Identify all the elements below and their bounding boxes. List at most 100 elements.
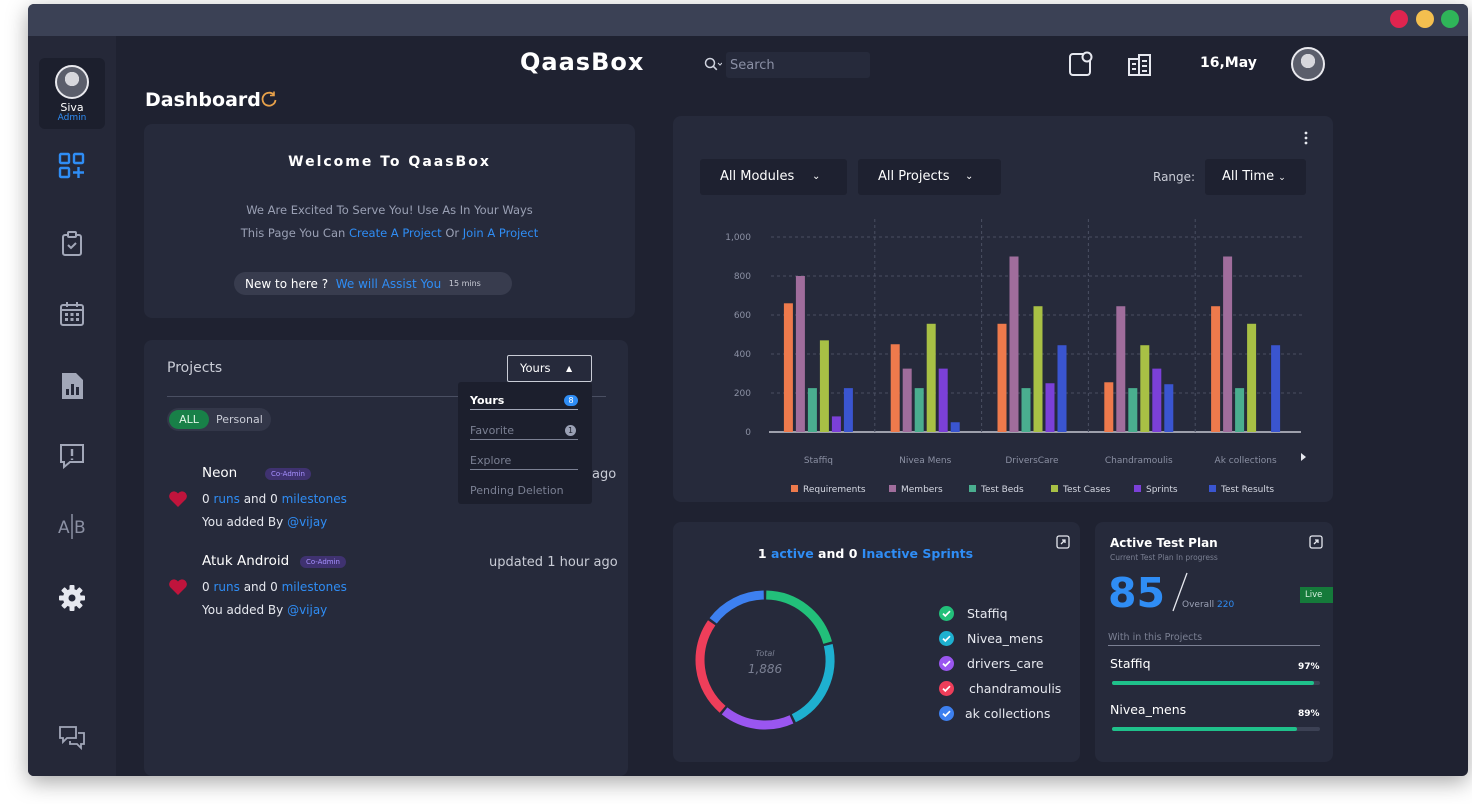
user-role: Admin (57, 113, 87, 123)
overall-stat: Overall 220 (1182, 600, 1234, 610)
bar-test-beds (1128, 388, 1138, 432)
sprints-panel: 1 active and 0 Inactive Sprints Total 1,… (673, 522, 1080, 762)
y-tick-label: 400 (734, 350, 751, 360)
stats-and: and (243, 492, 267, 506)
sprint-check-icon (939, 706, 954, 721)
active-sprints-link[interactable]: active (770, 546, 814, 561)
create-project-link[interactable]: Create A Project (348, 226, 442, 240)
notification-device-icon[interactable] (1068, 50, 1094, 78)
sprint-label: Staffiq (967, 606, 1008, 621)
chart-panel: All Modules ⌄ All Projects ⌄ Range: All … (673, 116, 1333, 502)
settings-gear-icon[interactable] (56, 582, 88, 614)
chevron-down-icon: ⌄ (1278, 173, 1286, 183)
favorite-heart-icon[interactable] (168, 490, 188, 508)
ab-test-icon[interactable]: A B (56, 510, 88, 542)
calendar-icon[interactable] (56, 298, 88, 330)
filter-personal-pill[interactable]: Personal (216, 413, 263, 426)
donut-total-label: Total (755, 649, 775, 658)
projects-dropdown-value: All Projects (878, 169, 950, 184)
legend-label: Test Beds (980, 485, 1024, 495)
y-tick-label: 800 (734, 272, 751, 282)
bar-test-beds (807, 388, 817, 432)
maximize-window-button[interactable] (1441, 10, 1459, 28)
search-input[interactable] (726, 52, 870, 78)
x-tick-label: Staffiq (804, 456, 833, 466)
app-logo: QaasBox (520, 48, 645, 76)
project-updated: ago (592, 467, 617, 482)
runs-link[interactable]: runs (213, 492, 240, 506)
legend-swatch (1051, 485, 1058, 492)
clipboard-icon[interactable] (56, 228, 88, 260)
join-project-link[interactable]: Join A Project (462, 226, 539, 240)
runs-link[interactable]: runs (213, 580, 240, 594)
project-name[interactable]: Atuk Android (202, 553, 290, 569)
y-tick-label: 600 (734, 311, 751, 321)
test-plan-divider (1108, 645, 1320, 646)
added-by-label: You added By (202, 603, 284, 617)
range-label: Range: (1153, 170, 1196, 184)
y-tick-label: 200 (734, 389, 751, 399)
assist-link[interactable]: We will Assist You (335, 277, 442, 291)
assist-banner[interactable]: New to here ? We will Assist You 15 mins (234, 272, 512, 295)
project-stats: 0 runs and 0 milestones (202, 492, 347, 506)
user-card[interactable]: Siva Admin (39, 58, 105, 129)
favorite-heart-icon[interactable] (168, 578, 188, 596)
menu-item-yours[interactable]: Yours 8 (470, 394, 578, 410)
legend-label: Requirements (803, 485, 866, 495)
dashboard-icon[interactable] (56, 150, 88, 182)
bar-test-beds (1021, 388, 1031, 432)
milestones-link[interactable]: milestones (281, 580, 347, 594)
bar-test-results (1271, 345, 1281, 432)
x-tick-label: Chandramoulis (1105, 456, 1173, 466)
test-plan-value: 85 (1108, 569, 1166, 617)
bar-test-beds (914, 388, 924, 432)
window-titlebar (28, 4, 1468, 36)
report-icon[interactable] (56, 370, 88, 402)
feedback-alert-icon[interactable] (56, 440, 88, 472)
menu-item-pending-deletion[interactable]: Pending Deletion (470, 484, 588, 497)
bar-sprints (1152, 368, 1162, 432)
projects-panel: Projects Yours ▲ ALL Personal Neon Co-Ad… (144, 340, 628, 776)
projects-filter-dropdown[interactable]: Yours ▲ (507, 355, 592, 382)
bar-test-results (1164, 384, 1174, 432)
sprint-check-icon (939, 681, 954, 696)
overall-value: 220 (1217, 600, 1235, 610)
donut-total-value: 1,886 (747, 662, 783, 676)
bar-sprints (938, 368, 948, 432)
svg-text:B: B (74, 518, 86, 538)
close-window-button[interactable] (1390, 10, 1408, 28)
inactive-sprints-link[interactable]: Inactive Sprints (861, 546, 974, 561)
projects-filter-menu: Yours 8 Favorite 1 Explore Pending Delet… (458, 382, 592, 504)
menu-item-label: Explore (470, 454, 512, 467)
legend-swatch (889, 485, 896, 492)
milestones-link[interactable]: milestones (281, 492, 347, 506)
modules-dropdown[interactable]: All Modules ⌄ (700, 159, 847, 195)
search-box (700, 52, 870, 78)
chart-next-icon[interactable] (1299, 451, 1309, 463)
range-dropdown[interactable]: All Time ⌄ (1205, 159, 1306, 195)
menu-item-explore[interactable]: Explore (470, 454, 578, 470)
y-tick-label: 1,000 (725, 233, 751, 243)
bar-members (795, 276, 805, 432)
filter-all-pill[interactable]: ALL (169, 410, 209, 429)
projects-dropdown[interactable]: All Projects ⌄ (858, 159, 1001, 195)
project-name[interactable]: Neon (202, 465, 238, 481)
legend-label: Test Cases (1062, 485, 1111, 495)
header-avatar[interactable] (1291, 47, 1325, 81)
welcome-panel: Welcome To QaasBox We Are Excited To Ser… (144, 124, 635, 318)
menu-item-favorite[interactable]: Favorite 1 (470, 424, 578, 440)
building-icon[interactable] (1127, 52, 1153, 78)
user-mention-link[interactable]: @vijay (287, 515, 328, 529)
more-options-icon[interactable] (1303, 130, 1309, 146)
plan-project-name: Nivea_mens (1110, 702, 1187, 717)
bar-test-cases (926, 323, 936, 432)
refresh-icon[interactable] (260, 90, 278, 108)
expand-icon[interactable] (1309, 535, 1323, 549)
chat-icon[interactable] (56, 722, 88, 754)
bar-test-results (1057, 345, 1067, 432)
minimize-window-button[interactable] (1416, 10, 1434, 28)
expand-icon[interactable] (1056, 535, 1070, 549)
bar-requirements (783, 303, 793, 432)
sprints-and: and (818, 546, 845, 561)
user-mention-link[interactable]: @vijay (287, 603, 328, 617)
